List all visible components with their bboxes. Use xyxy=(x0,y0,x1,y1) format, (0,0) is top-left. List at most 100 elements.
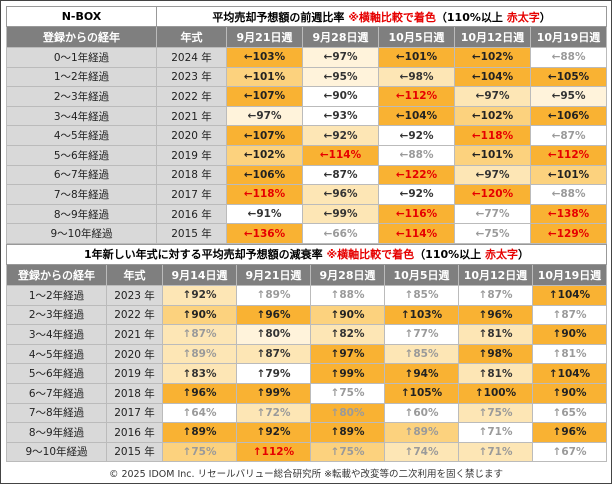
column-header: 登録からの経年 xyxy=(6,263,107,286)
column-header: 9月21日週 xyxy=(226,26,303,48)
title-part: 赤太字 xyxy=(485,248,518,262)
header-row: 登録からの経年 年式 9月21日週 9月28日週 10月5日週 10月12日週 10月19日… xyxy=(6,26,608,48)
ratio-cell: ←102% xyxy=(454,47,531,68)
ratio-cell: ↑96% xyxy=(162,382,237,404)
column-header: 登録からの経年 xyxy=(6,26,157,48)
column-header: 9月28日週 xyxy=(310,263,385,286)
ratio-cell: ↑75% xyxy=(310,441,385,463)
ratio-cell: ↑81% xyxy=(458,363,533,384)
row-label: 0～1年経過 xyxy=(6,47,157,68)
ratio-cell: ←101% xyxy=(378,47,455,68)
title-part: ※横軸比較で着色 xyxy=(348,10,436,24)
ratio-cell: ↑89% xyxy=(162,343,237,365)
ratio-cell: ↑89% xyxy=(162,422,237,443)
ratio-cell: ↑87% xyxy=(162,324,237,345)
model-year: 2017 年 xyxy=(106,402,163,424)
ratio-cell: ←114% xyxy=(378,223,455,244)
ratio-cell: ↑85% xyxy=(384,284,459,306)
ratio-cell: ↑90% xyxy=(532,324,607,345)
ratio-cell: ←105% xyxy=(529,66,608,88)
ratio-cell: ↑100% xyxy=(458,382,533,404)
ratio-cell: ←112% xyxy=(378,86,455,107)
ratio-cell: ←95% xyxy=(302,66,379,88)
data-row: 4～5年経過 2020 年 ↑89% ↑87% ↑97% ↑85% ↑98% ↑81% xyxy=(6,343,607,365)
ratio-cell: ↑90% xyxy=(532,382,607,404)
data-row: 5～6年経過 2019 年 ←102% ←114% ←88% ←101% ←112% xyxy=(6,144,608,166)
ratio-cell: ←101% xyxy=(454,144,531,166)
ratio-cell: ←118% xyxy=(226,184,303,205)
title-part: ※横軸比較で着色 xyxy=(326,248,415,262)
ratio-cell: ←92% xyxy=(378,184,455,205)
decay-rate-table: 1年新しい年式に対する平均売却予想額の減衰率 ※横軸比較で着色（110%以上 赤… xyxy=(6,243,607,463)
column-header: 10月5日週 xyxy=(378,26,455,48)
ratio-cell: ←92% xyxy=(302,125,379,146)
ratio-cell: ↑77% xyxy=(384,324,459,345)
data-row: 6～7年経過 2018 年 ↑96% ↑99% ↑75% ↑105% ↑100% ↑90% xyxy=(6,382,607,404)
model-year: 2016 年 xyxy=(156,203,227,225)
ratio-cell: ←138% xyxy=(529,203,608,225)
ratio-cell: ←106% xyxy=(226,164,303,186)
row-label: 4～5年経過 xyxy=(6,125,157,146)
data-row: 3～4年経過 2021 年 ←97% ←93% ←104% ←102% ←106% xyxy=(6,105,608,127)
ratio-cell: ↑80% xyxy=(310,402,385,424)
row-label: 3～4年経過 xyxy=(6,324,107,345)
ratio-cell: ←92% xyxy=(378,125,455,146)
ratio-cell: ↑81% xyxy=(458,324,533,345)
ratio-cell: ←88% xyxy=(378,144,455,166)
ratio-cell: ↑80% xyxy=(236,324,311,345)
ratio-cell: ←104% xyxy=(454,66,531,88)
data-row: 4～5年経過 2020 年 ←107% ←92% ←92% ←118% ←87% xyxy=(6,125,608,146)
model-year: 2023 年 xyxy=(156,66,227,88)
model-year: 2024 年 xyxy=(156,47,227,68)
ratio-cell: ←114% xyxy=(302,144,379,166)
ratio-cell: ↑81% xyxy=(532,343,607,365)
ratio-cell: ←102% xyxy=(454,105,531,127)
row-label: 9～10年経過 xyxy=(6,441,107,463)
ratio-cell: ↑71% xyxy=(458,422,533,443)
title-part: ） xyxy=(539,10,551,24)
data-row: 9～10年経過 2015 年 ←136% ←66% ←114% ←75% ←129% xyxy=(6,223,608,244)
header-row: 登録からの経年 年式 9月14日週 9月21日週 9月28日週 10月5日週 10月12日週… xyxy=(6,263,607,286)
title-row: 1年新しい年式に対する平均売却予想額の減衰率 ※横軸比較で着色（110%以上 赤… xyxy=(6,243,607,265)
ratio-cell: ←97% xyxy=(226,105,303,127)
ratio-cell: ↑79% xyxy=(236,363,311,384)
ratio-cell: ←116% xyxy=(378,203,455,225)
data-row: 1～2年経過 2023 年 ←101% ←95% ←98% ←104% ←105% xyxy=(6,66,608,88)
model-year: 2020 年 xyxy=(106,343,163,365)
row-label: 4～5年経過 xyxy=(6,343,107,365)
column-header: 9月14日週 xyxy=(162,263,237,286)
ratio-cell: ↑97% xyxy=(310,343,385,365)
ratio-cell: ←101% xyxy=(226,66,303,88)
ratio-cell: ←97% xyxy=(454,164,531,186)
model-year: 2021 年 xyxy=(106,324,163,345)
model-year: 2018 年 xyxy=(156,164,227,186)
ratio-cell: ↑72% xyxy=(236,402,311,424)
model-year: 2019 年 xyxy=(156,144,227,166)
ratio-cell: ↑99% xyxy=(310,363,385,384)
ratio-cell: ↑98% xyxy=(458,343,533,365)
data-row: 2～3年経過 2022 年 ↑90% ↑96% ↑90% ↑103% ↑96% ↑87% xyxy=(6,304,607,326)
title-part: 1年新しい年式に対する平均売却予想額の減衰率 xyxy=(84,248,327,262)
ratio-cell: ↑75% xyxy=(310,382,385,404)
ratio-cell: ↑88% xyxy=(310,284,385,306)
ratio-cell: ↑87% xyxy=(532,304,607,326)
ratio-cell: ↑90% xyxy=(162,304,237,326)
data-row: 8～9年経過 2016 年 ↑89% ↑92% ↑89% ↑89% ↑71% ↑96% xyxy=(6,422,607,443)
model-year: 2019 年 xyxy=(106,363,163,384)
data-row: 5～6年経過 2019 年 ↑83% ↑79% ↑99% ↑94% ↑81% ↑104% xyxy=(6,363,607,384)
ratio-cell: ←120% xyxy=(454,184,531,205)
row-label: 1～2年経過 xyxy=(6,66,157,88)
ratio-cell: ↑103% xyxy=(384,304,459,326)
data-row: 7～8年経過 2017 年 ↑64% ↑72% ↑80% ↑60% ↑75% ↑65% xyxy=(6,402,607,424)
ratio-cell: ←136% xyxy=(226,223,303,244)
ratio-cell: ↑87% xyxy=(458,284,533,306)
column-header: 10月12日週 xyxy=(458,263,533,286)
ratio-cell: ↑92% xyxy=(162,284,237,306)
ratio-cell: ←97% xyxy=(302,47,379,68)
column-header: 9月28日週 xyxy=(302,26,379,48)
ratio-cell: ↑89% xyxy=(236,284,311,306)
row-label: 7～8年経過 xyxy=(6,184,157,205)
column-header: 10月5日週 xyxy=(384,263,459,286)
column-header: 10月12日週 xyxy=(454,26,531,48)
ratio-cell: ←90% xyxy=(302,86,379,107)
